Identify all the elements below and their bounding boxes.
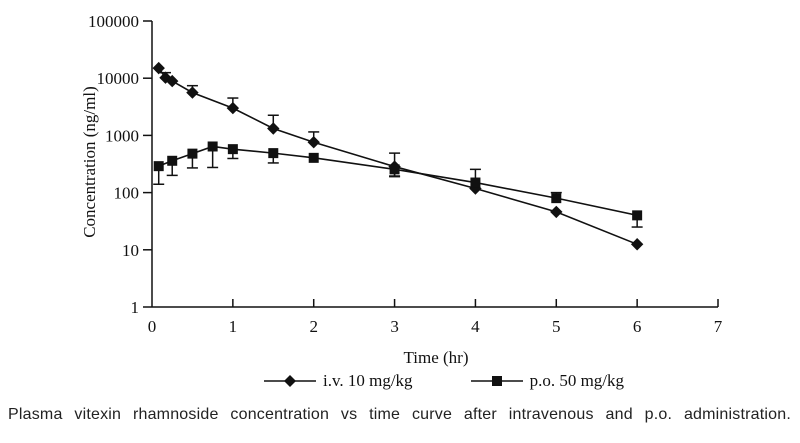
po-data-point: [308, 152, 319, 163]
iv-data-point: [226, 101, 240, 115]
x-axis-title: Time (hr): [403, 348, 469, 367]
po-data-point: [187, 148, 198, 159]
po-series-line: [158, 145, 638, 217]
po-data-point: [632, 210, 643, 221]
iv-data-point: [152, 61, 165, 75]
iv-data-point: [630, 238, 644, 251]
iv-legend-marker: [263, 375, 316, 387]
x-tick-label: 7: [714, 317, 723, 336]
y-tick-label: 100000: [88, 12, 139, 31]
legend: i.v. 10 mg/kg p.o. 50 mg/kg: [0, 371, 800, 391]
iv-data-point: [159, 71, 172, 84]
legend-item-po: p.o. 50 mg/kg: [470, 371, 625, 391]
legend-label-iv: i.v. 10 mg/kg: [322, 371, 413, 390]
po-data-point: [389, 164, 400, 175]
x-tick-label: 2: [309, 317, 318, 336]
x-tick-label: 5: [552, 317, 561, 336]
po-data-point: [268, 148, 279, 159]
legend-label-po: p.o. 50 mg/kg: [529, 371, 625, 390]
y-tick-label: 1: [131, 298, 140, 317]
iv-data-point: [166, 74, 179, 88]
po-data-point: [167, 155, 178, 166]
iv-series-line: [158, 67, 638, 245]
y-tick-label: 10: [122, 241, 139, 260]
iv-data-point: [186, 86, 199, 99]
y-tick-label: 10000: [97, 69, 140, 88]
po-data-point: [207, 141, 218, 152]
y-tick-label: 1000: [105, 126, 139, 145]
x-tick-label: 4: [471, 317, 480, 336]
po-legend-marker: [470, 376, 523, 386]
x-tick-label: 0: [148, 317, 157, 336]
legend-item-iv: i.v. 10 mg/kg: [263, 371, 413, 391]
iv-data-point: [267, 122, 280, 135]
x-tick-label: 3: [390, 317, 399, 336]
figure-caption: Plasma vitexin rhamnoside concentration …: [8, 406, 791, 423]
iv-data-point: [307, 136, 320, 149]
iv-data-point: [550, 205, 563, 219]
x-tick-label: 1: [229, 317, 238, 336]
y-axis-title: Concentration (ng/ml): [80, 86, 99, 238]
po-data-point: [227, 144, 238, 155]
po-data-point: [153, 161, 164, 172]
po-data-point: [551, 193, 562, 204]
y-tick-label: 100: [114, 184, 140, 203]
po-data-point: [470, 177, 481, 188]
x-tick-label: 6: [633, 317, 642, 336]
